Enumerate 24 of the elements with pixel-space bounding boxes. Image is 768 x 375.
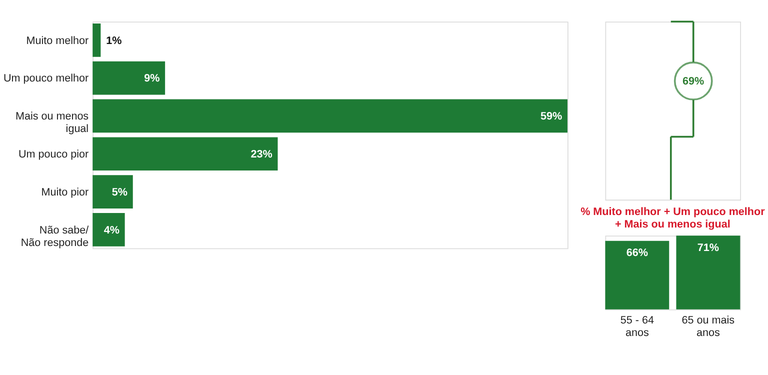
text: 69%	[682, 76, 705, 88]
bar	[92, 99, 568, 133]
data-label: 66%	[626, 247, 648, 260]
data-label: 1%	[106, 34, 122, 47]
bar	[92, 137, 278, 171]
chart-title: % Muito melhor + Um pouco melhor + Mais ou menos igual	[580, 206, 766, 231]
bar	[92, 61, 166, 95]
bar	[92, 175, 133, 208]
y-tick-label: Um pouco melhor	[3, 72, 89, 85]
x-tick-label: 55 - 64 anos	[620, 314, 654, 339]
y-tick-label: Muito pior	[41, 186, 89, 198]
data-label: 4%	[104, 224, 120, 236]
data-label: 9%	[144, 72, 160, 85]
x-tick-label: 65 ou mais anos	[682, 314, 735, 339]
y-tick-label: Um pouco pior	[18, 148, 89, 160]
bar	[92, 24, 101, 57]
data-label: 5%	[112, 186, 128, 198]
data-label: 23%	[250, 148, 273, 160]
data-label: 59%	[540, 110, 562, 123]
data-label: 71%	[697, 242, 720, 254]
y-tick-label: Muito melhor	[26, 34, 89, 47]
bar	[92, 213, 125, 246]
y-tick-label: Mais ou menos igual	[15, 110, 89, 136]
y-tick-label: Não sabe/ Não responde	[20, 224, 89, 249]
